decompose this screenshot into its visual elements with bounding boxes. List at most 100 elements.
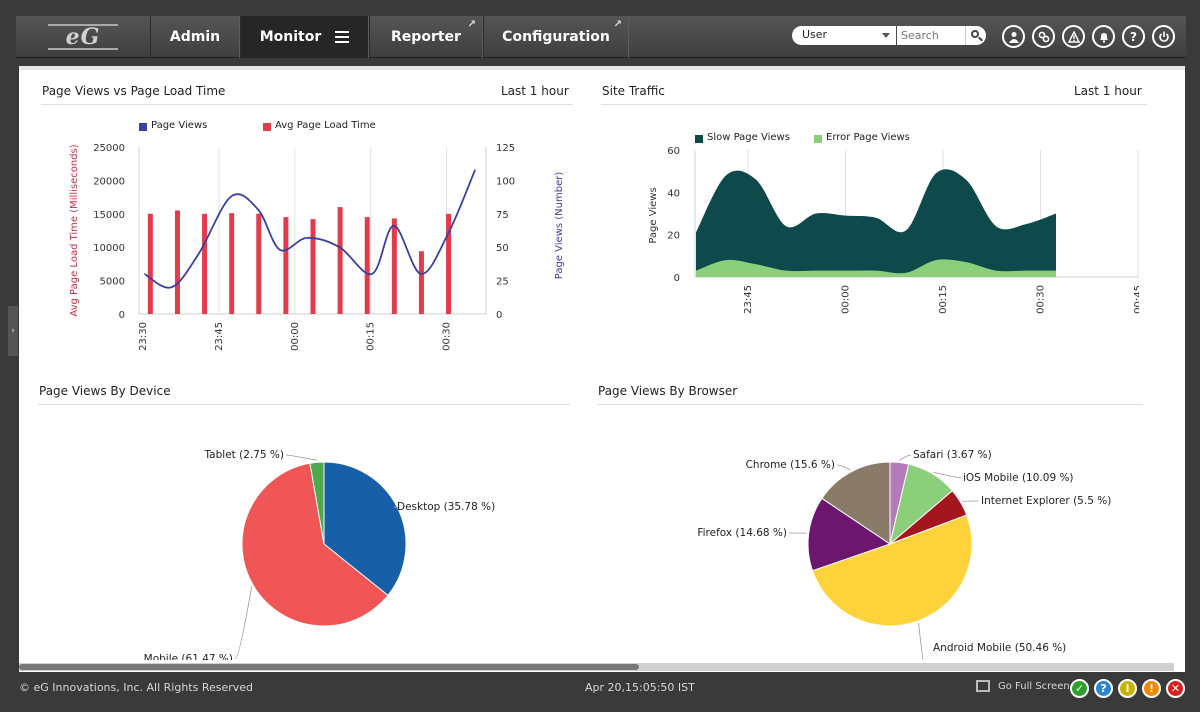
page-views-line [143, 169, 476, 289]
pie-slice-label: iOS Mobile (10.09 %) [963, 472, 1074, 484]
legend-label-slow-page-views[interactable]: Slow Page Views [707, 132, 790, 143]
y-tick-label: 25000 [93, 143, 125, 154]
y-axis-title: Avg Page Load Time (Milliseconds) [69, 144, 80, 316]
pie-slice-label: Safari (3.67 %) [913, 449, 992, 461]
y-tick-label: 0 [119, 310, 125, 321]
load-time-bar [418, 251, 424, 314]
go-full-screen-label: Go Full Screen [998, 680, 1070, 692]
tab-admin[interactable]: Admin [150, 16, 240, 58]
help-status-icon[interactable]: ? [1094, 679, 1113, 698]
pie-connector [918, 622, 924, 660]
y-tick-label: 60 [667, 146, 680, 157]
y-tick-label: 20000 [93, 176, 125, 187]
scrollbar-thumb[interactable] [19, 664, 639, 670]
load-time-bar [391, 218, 397, 314]
x-tick-label: 23:45 [214, 322, 225, 351]
tab-admin-label: Admin [169, 29, 221, 45]
pie-connector [899, 454, 912, 461]
chevron-down-icon [882, 33, 890, 38]
load-time-bar [147, 213, 153, 314]
pie-slice-label: Tablet (2.75 %) [204, 449, 285, 461]
x-tick-label: 00:00 [841, 285, 852, 314]
pie-connector [836, 464, 851, 471]
tab-monitor[interactable]: Monitor [240, 16, 369, 58]
y2-tick-label: 75 [496, 210, 509, 221]
panel-range-page-views-vs-load[interactable]: Last 1 hour [501, 84, 569, 98]
ok-status-icon[interactable]: ✓ [1070, 679, 1089, 698]
load-time-bar [337, 207, 343, 314]
power-icon[interactable] [1152, 25, 1175, 48]
pie-slice [241, 462, 389, 627]
user-select[interactable]: User [792, 26, 896, 45]
load-time-bar [256, 213, 262, 314]
panel-title-page-views-vs-load: Page Views vs Page Load Time [42, 84, 226, 98]
panel-title-site-traffic: Site Traffic [602, 84, 665, 98]
x-tick-label: 00:30 [1036, 285, 1047, 314]
x-tick-label: 23:45 [743, 285, 754, 314]
eg-logo[interactable]: eG [16, 16, 150, 58]
x-tick-label: 23:30 [138, 322, 149, 351]
panel-title-by-browser: Page Views By Browser [598, 384, 738, 398]
legend-swatch-slow-page-views [695, 135, 703, 143]
pie-slice [807, 497, 892, 572]
help-icon[interactable]: ? [1122, 25, 1145, 48]
pie-slice-label: Firefox (14.68 %) [697, 527, 787, 539]
alert-icon[interactable] [1062, 25, 1085, 48]
sidebar-toggle[interactable]: › [8, 306, 18, 356]
menu-icon[interactable] [335, 28, 350, 46]
error-page-views-area [696, 259, 1056, 277]
legend-label-load-time[interactable]: Avg Page Load Time [275, 120, 376, 131]
legend-label-page-views[interactable]: Page Views [151, 120, 208, 131]
warning-status-icon[interactable]: ! [1142, 679, 1161, 698]
panel-title-by-device: Page Views By Device [39, 384, 171, 398]
browser-pie-chart: Safari (3.67 %) iOS Mobile (10.09 %) Inter… [697, 449, 1111, 660]
y-tick-label: 40 [667, 188, 680, 199]
x-tick-label: 00:15 [938, 285, 949, 314]
tab-configuration[interactable]: Configuration ↗ [483, 16, 629, 58]
tab-reporter[interactable]: Reporter ↗ [369, 16, 483, 58]
external-link-icon: ↗ [467, 19, 476, 30]
top-navigation-bar: eG Admin Monitor Reporter ↗ Configuratio… [16, 16, 1186, 58]
search-input[interactable] [897, 26, 965, 45]
pie-slice [309, 461, 325, 545]
legend-swatch-page-views [139, 123, 147, 131]
search-icon [971, 30, 979, 38]
info-status-icon[interactable]: i [1118, 679, 1137, 698]
tab-configuration-label: Configuration [502, 29, 610, 45]
y2-tick-label: 50 [496, 243, 509, 254]
pie-connector [234, 586, 253, 660]
dashboard-content: Page Views vs Page Load Time Last 1 hour… [19, 66, 1185, 672]
go-full-screen-button[interactable]: Go Full Screen [976, 680, 1070, 692]
legend-label-error-page-views[interactable]: Error Page Views [826, 132, 910, 143]
pie-slice-label: Android Mobile (50.46 %) [933, 642, 1066, 654]
load-time-bar [283, 217, 289, 314]
footer-bar: © eG Innovations, Inc. All Rights Reserv… [0, 674, 1200, 712]
load-time-bar [202, 213, 208, 314]
y-tick-label: 20 [667, 231, 680, 242]
load-time-bar [364, 217, 370, 314]
horizontal-scrollbar[interactable] [19, 663, 1174, 671]
y2-tick-label: 125 [496, 143, 515, 154]
external-link-icon: ↗ [613, 19, 622, 30]
load-time-bar [446, 213, 452, 314]
y2-tick-label: 100 [496, 176, 515, 187]
load-time-bar [310, 219, 316, 314]
device-pie-chart: Desktop (35.78 %) Mobile (61.47 %) Tablet … [144, 449, 496, 660]
server-datetime: Apr 20,15:05:50 IST [585, 681, 695, 694]
error-status-icon[interactable]: ✕ [1166, 679, 1185, 698]
fullscreen-icon [976, 680, 990, 692]
panel-range-site-traffic[interactable]: Last 1 hour [1074, 84, 1142, 98]
legend-swatch-error-page-views [814, 135, 822, 143]
user-select-value: User [802, 28, 828, 41]
pie-slice [323, 461, 407, 597]
link-icon[interactable] [1032, 25, 1055, 48]
pie-connector [285, 454, 317, 461]
pie-slice-label: Internet Explorer (5.5 %) [981, 495, 1111, 507]
pie-slice [821, 461, 891, 545]
pie-slice [811, 514, 973, 627]
user-icon[interactable] [1002, 25, 1025, 48]
pie-slice-label: Desktop (35.78 %) [397, 501, 495, 513]
y2-axis-title: Page Views (Number) [554, 172, 565, 280]
bell-icon[interactable] [1092, 25, 1115, 48]
search-button[interactable] [965, 26, 986, 45]
